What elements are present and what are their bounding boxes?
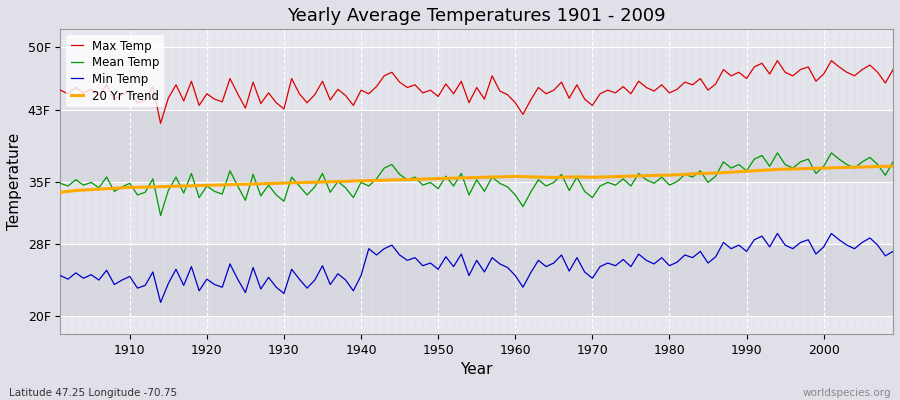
Max Temp — [610, 90, 621, 95]
Mean Temp — [610, 183, 621, 188]
Line: Min Temp: Min Temp — [60, 234, 893, 302]
Text: worldspecies.org: worldspecies.org — [803, 388, 891, 398]
Min Temp — [610, 263, 621, 268]
Mean Temp — [294, 184, 305, 188]
Min Temp — [887, 249, 898, 254]
Bar — [60, 244, 893, 316]
Min Temp — [772, 231, 783, 236]
Max Temp — [340, 93, 351, 98]
Line: 20 Yr Trend: 20 Yr Trend — [60, 166, 893, 192]
Text: Latitude 47.25 Longitude -70.75: Latitude 47.25 Longitude -70.75 — [9, 388, 177, 398]
Max Temp — [772, 58, 783, 63]
20 Yr Trend — [332, 179, 343, 184]
Min Temp — [294, 277, 305, 282]
X-axis label: Year: Year — [461, 362, 493, 377]
20 Yr Trend — [510, 174, 521, 179]
Min Temp — [155, 300, 166, 305]
Max Temp — [887, 67, 898, 72]
Legend: Max Temp, Mean Temp, Min Temp, 20 Yr Trend: Max Temp, Mean Temp, Min Temp, 20 Yr Tre… — [67, 35, 165, 107]
Max Temp — [155, 121, 166, 126]
Bar — [60, 182, 893, 244]
Min Temp — [340, 278, 351, 282]
Min Temp — [510, 273, 521, 278]
Min Temp — [117, 278, 128, 282]
Mean Temp — [117, 184, 128, 189]
20 Yr Trend — [502, 174, 513, 179]
20 Yr Trend — [117, 185, 128, 190]
Mean Temp — [772, 150, 783, 155]
Y-axis label: Temperature: Temperature — [7, 133, 22, 230]
20 Yr Trend — [602, 174, 613, 179]
20 Yr Trend — [286, 180, 297, 185]
Max Temp — [294, 91, 305, 96]
Bar — [60, 110, 893, 182]
Mean Temp — [887, 160, 898, 164]
Max Temp — [117, 92, 128, 97]
Bar — [60, 47, 893, 110]
Line: Max Temp: Max Temp — [60, 61, 893, 123]
Mean Temp — [155, 213, 166, 218]
Mean Temp — [340, 185, 351, 190]
Max Temp — [55, 88, 66, 92]
20 Yr Trend — [887, 164, 898, 168]
Line: Mean Temp: Mean Temp — [60, 153, 893, 216]
Mean Temp — [510, 192, 521, 197]
Max Temp — [518, 112, 528, 117]
Max Temp — [510, 100, 521, 105]
Title: Yearly Average Temperatures 1901 - 2009: Yearly Average Temperatures 1901 - 2009 — [287, 7, 666, 25]
20 Yr Trend — [55, 190, 66, 195]
Min Temp — [518, 285, 528, 290]
Min Temp — [55, 273, 66, 278]
Mean Temp — [55, 181, 66, 186]
Mean Temp — [518, 204, 528, 209]
